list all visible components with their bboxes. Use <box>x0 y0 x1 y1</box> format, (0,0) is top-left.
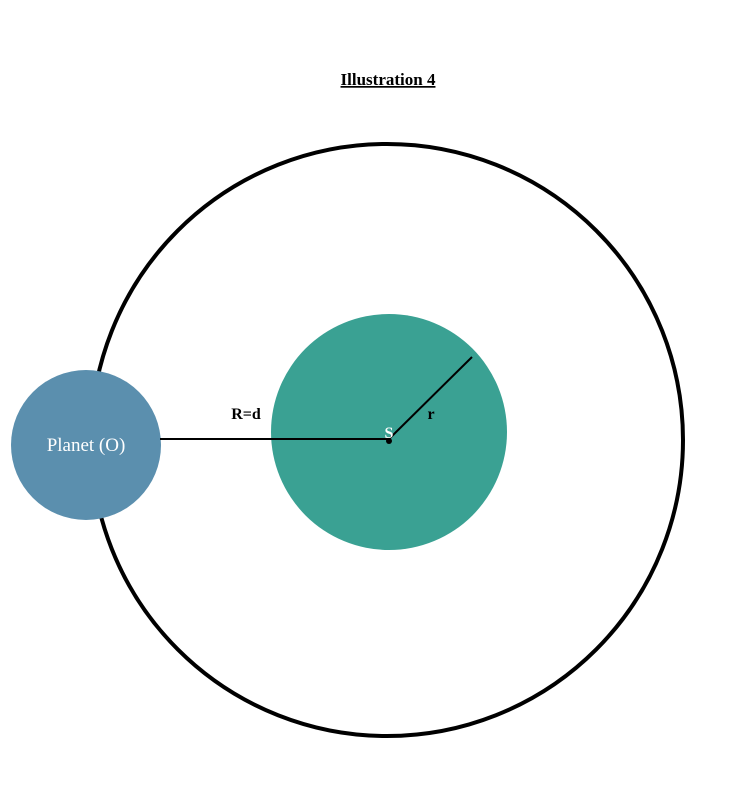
planet-label: Planet (O) <box>47 435 126 456</box>
planet-disk <box>11 370 161 520</box>
distance-label: R=d <box>231 406 261 423</box>
illustration-title: Illustration 4 <box>341 70 436 89</box>
star-center-point <box>386 438 392 444</box>
radius-label: r <box>427 406 434 423</box>
star-label: S <box>385 425 394 442</box>
star-disk <box>271 314 507 550</box>
radius-line <box>388 356 473 440</box>
